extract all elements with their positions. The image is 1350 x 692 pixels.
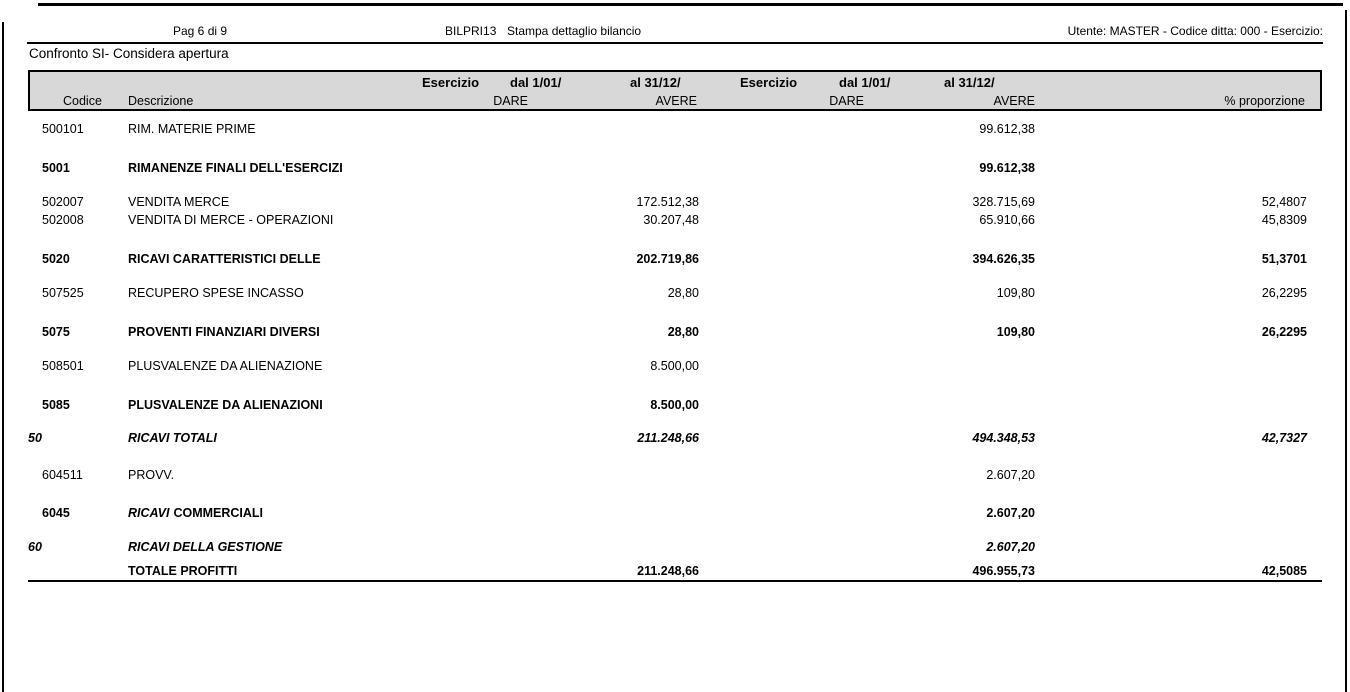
row-description-italic-part: RICAVI — [128, 506, 170, 520]
row-description: PLUSVALENZE DA ALIENAZIONI — [128, 398, 323, 412]
row-code: 508501 — [42, 359, 84, 373]
column-header-description: Descrizione — [128, 94, 194, 108]
column-header-dare-2: DARE — [829, 94, 864, 108]
table-row: 5001 RIMANENZE FINALI DELL'ESERCIZI 99.612… — [0, 159, 1350, 177]
table-row: 5085 PLUSVALENZE DA ALIENAZIONI 8.500,00 — [0, 396, 1350, 414]
row-value-avere-2: 2.607,20 — [986, 506, 1035, 520]
header-divider — [27, 42, 1323, 44]
table-row: 507525 RECUPERO SPESE INCASSO 28,80 109,80 2… — [0, 284, 1350, 302]
row-value-percent: 51,3701 — [1261, 252, 1307, 266]
row-code: 5075 — [42, 325, 70, 339]
row-description: PLUSVALENZE DA ALIENAZIONE — [128, 359, 323, 373]
exercise1-from: dal 1/01/ — [510, 75, 562, 90]
row-description: RICAVI DELLA GESTIONE — [128, 540, 283, 554]
column-header-dare-1: DARE — [493, 94, 528, 108]
row-value-avere-2: 328.715,69 — [972, 195, 1035, 209]
row-description: RICAVI TOTALI — [128, 431, 217, 445]
row-value-avere-2: 494.348,53 — [972, 431, 1035, 445]
table-row: 60 RICAVI DELLA GESTIONE 2.607,20 — [0, 538, 1350, 556]
row-code: 507525 — [42, 286, 84, 300]
table-row: 502007 VENDITA MERCE 172.512,38 328.715,69 5… — [0, 193, 1350, 211]
user-company-info: Utente: MASTER - Codice ditta: 000 - Ese… — [1067, 24, 1323, 38]
row-description: PROVV. — [128, 468, 175, 482]
program-code: BILPRI13 — [445, 24, 497, 38]
row-code: 50 — [28, 431, 42, 445]
row-code: 500101 — [42, 122, 84, 136]
total-value-avere-1: 211.248,66 — [637, 564, 699, 578]
row-value-avere-1: 8.500,00 — [650, 359, 699, 373]
total-label: TOTALE PROFITTI — [128, 564, 238, 578]
column-header-avere-1: AVERE — [655, 94, 697, 108]
row-code: 5020 — [42, 252, 70, 266]
row-description: RIMANENZE FINALI DELL'ESERCIZI — [128, 161, 343, 175]
row-code: 5001 — [42, 161, 70, 175]
row-description: RICAVI COMMERCIALI — [128, 504, 263, 522]
exercise2-label: Esercizio — [740, 75, 798, 90]
row-description: RECUPERO SPESE INCASSO — [128, 286, 304, 300]
report-body: 500101 RIM. MATERIE PRIME 99.612,38 5001 RIM… — [0, 111, 1350, 582]
row-value-percent: 45,8309 — [1261, 213, 1307, 227]
page-right-border — [1345, 10, 1347, 692]
row-value-avere-2: 65.910,66 — [979, 213, 1035, 227]
row-value-percent: 42,7327 — [1261, 431, 1307, 445]
row-value-avere-2: 2.607,20 — [986, 468, 1035, 482]
total-value-percent: 42,5085 — [1261, 564, 1307, 578]
row-value-avere-1: 30.207,48 — [643, 213, 699, 227]
page-left-border — [2, 22, 4, 692]
row-value-avere-1: 8.500,00 — [650, 398, 699, 412]
row-value-avere-1: 211.248,66 — [637, 431, 699, 445]
row-value-avere-2: 99.612,38 — [979, 122, 1035, 136]
row-description: PROVENTI FINANZIARI DIVERSI — [128, 325, 320, 339]
table-row: 500101 RIM. MATERIE PRIME 99.612,38 — [0, 120, 1350, 138]
row-description: VENDITA MERCE — [128, 195, 230, 209]
column-header-code: Codice — [63, 94, 102, 108]
row-value-avere-1: 28,80 — [667, 286, 699, 300]
column-header-proportion: % proporzione — [1224, 94, 1305, 108]
table-row: 5075 PROVENTI FINANZIARI DIVERSI 28,80 109,… — [0, 323, 1350, 341]
row-value-avere-1: 202.719,86 — [636, 252, 699, 266]
row-code: 502008 — [42, 213, 84, 227]
row-code: 5085 — [42, 398, 70, 412]
table-row: 6045 RICAVI COMMERCIALI 2.607,20 — [0, 504, 1350, 522]
column-header-avere-2: AVERE — [993, 94, 1035, 108]
exercise1-to: al 31/12/ — [630, 75, 681, 90]
page-number: Pag 6 di 9 — [173, 24, 228, 38]
row-value-avere-2: 99.612,38 — [979, 161, 1035, 175]
row-code: 60 — [28, 540, 42, 554]
table-header-band: Esercizio dal 1/01/ al 31/12/ Esercizio … — [28, 70, 1322, 111]
row-description: RIM. MATERIE PRIME — [128, 122, 256, 136]
row-value-percent: 26,2295 — [1261, 286, 1307, 300]
report-title: Stampa dettaglio bilancio — [507, 24, 642, 38]
page-top-border — [38, 3, 1343, 6]
total-divider — [28, 580, 1322, 582]
exercise1-label: Esercizio — [422, 75, 480, 90]
report-subtitle: Confronto SI- Considera apertura — [29, 46, 229, 61]
row-value-avere-1: 28,80 — [667, 325, 699, 339]
row-value-avere-2: 109,80 — [996, 286, 1035, 300]
row-value-avere-2: 394.626,35 — [972, 252, 1035, 266]
total-value-avere-2: 496.955,73 — [972, 564, 1035, 578]
row-code: 502007 — [42, 195, 84, 209]
row-value-percent: 26,2295 — [1261, 325, 1307, 339]
row-description-plain-part: COMMERCIALI — [173, 506, 264, 520]
row-description: RICAVI CARATTERISTICI DELLE — [128, 252, 321, 266]
table-row: 604511 PROVV. 2.607,20 — [0, 466, 1350, 484]
total-row: TOTALE PROFITTI 211.248,66 496.955,73 42… — [0, 562, 1350, 580]
row-value-avere-1: 172.512,38 — [636, 195, 699, 209]
row-code: 604511 — [42, 468, 83, 482]
table-row: 502008 VENDITA DI MERCE - OPERAZIONI 30.20… — [0, 211, 1350, 229]
table-row: 508501 PLUSVALENZE DA ALIENAZIONE 8.500,00 — [0, 357, 1350, 375]
exercise2-to: al 31/12/ — [944, 75, 995, 90]
row-code: 6045 — [42, 506, 70, 520]
row-value-percent: 52,4807 — [1261, 195, 1307, 209]
row-value-avere-2: 2.607,20 — [986, 540, 1035, 554]
row-description: VENDITA DI MERCE - OPERAZIONI — [128, 213, 334, 227]
exercise2-from: dal 1/01/ — [839, 75, 891, 90]
row-value-avere-2: 109,80 — [996, 325, 1035, 339]
table-row: 5020 RICAVI CARATTERISTICI DELLE 202.719,8… — [0, 250, 1350, 268]
table-row: 50 RICAVI TOTALI 211.248,66 494.348,53 42,73… — [0, 429, 1350, 447]
